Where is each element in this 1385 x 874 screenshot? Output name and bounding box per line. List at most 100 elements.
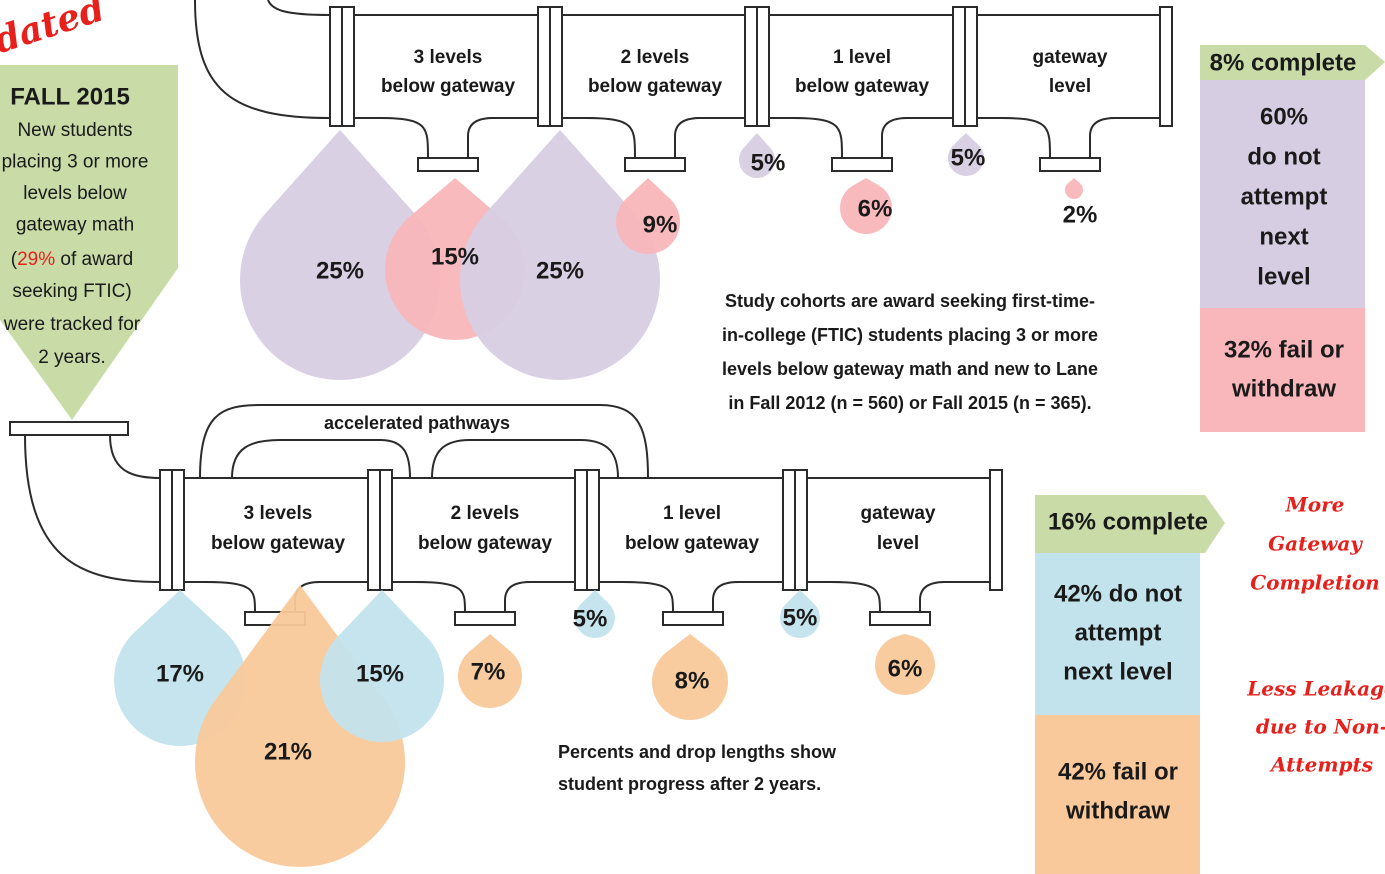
fall-text: levels below [23, 183, 127, 204]
flange [782, 469, 796, 591]
stage-label: 2 levels [451, 503, 520, 524]
fall-text: New students [17, 120, 132, 141]
drain [829, 581, 881, 613]
drop [459, 130, 660, 380]
callout: More [1285, 493, 1345, 517]
not-attempt-label: attempt [1075, 619, 1162, 646]
end-cap [989, 469, 1003, 591]
not-attempt-label: next [1259, 223, 1308, 250]
flange [367, 469, 381, 591]
fall-text: placing 3 or more [2, 152, 149, 173]
stage-label: 1 level [663, 503, 721, 524]
drop [780, 590, 820, 639]
fall-text: seeking FTIC) [12, 281, 131, 302]
drop [616, 178, 681, 255]
stage-label: below gateway [795, 76, 930, 97]
flange [341, 6, 355, 127]
flange [329, 6, 343, 127]
flange [159, 469, 173, 591]
not-attempt-label: 42% do not [1054, 580, 1182, 607]
fall-text: (29% of award [11, 249, 134, 270]
drain-cap [624, 157, 686, 172]
drain [1089, 117, 1116, 158]
fall-text: gateway math [16, 215, 134, 236]
not-attempt-label: 60% [1260, 103, 1308, 130]
drain-cap [454, 611, 516, 626]
stage-label: below gateway [418, 533, 553, 554]
drain [622, 581, 674, 613]
fall-text: 2 years. [38, 347, 106, 368]
note: student progress after 2 years. [558, 774, 821, 794]
drop [1065, 178, 1084, 200]
drain-cap [1039, 157, 1101, 172]
not-attempt-label: do not [1247, 143, 1320, 170]
drop [875, 634, 936, 696]
drain-cap [662, 611, 724, 626]
stage-label: 2 levels [621, 47, 690, 68]
flange [794, 469, 808, 591]
not-attempt-label: next level [1063, 658, 1172, 685]
drain [584, 117, 636, 159]
fall-text: were tracked for [3, 314, 141, 335]
callout: Completion [1250, 571, 1379, 595]
drain [791, 117, 843, 159]
drop-label: 5% [783, 604, 818, 631]
note: in Fall 2012 (n = 560) or Fall 2015 (n =… [728, 393, 1091, 413]
fall-text-part: 29% [17, 249, 55, 270]
drain-cap [831, 157, 893, 172]
note: Study cohorts are award seeking first-ti… [725, 291, 1095, 311]
drain-cap [417, 157, 479, 172]
drop-label: 5% [751, 149, 786, 176]
drain-fill [830, 581, 945, 612]
flange [549, 6, 563, 127]
pathway-label: accelerated pathways [324, 413, 510, 433]
bottom-pipe [9, 404, 649, 583]
flange [537, 6, 551, 127]
callout: due to Non- [1256, 715, 1385, 739]
fall-text-part: of award [55, 249, 133, 270]
stage-label: below gateway [211, 533, 346, 554]
drop [652, 634, 728, 721]
drain-fill [378, 117, 493, 158]
drain [414, 581, 466, 613]
callout: Attempts [1269, 753, 1373, 777]
drop [458, 634, 522, 708]
fail-label: withdraw [1231, 375, 1336, 402]
drop [575, 590, 616, 639]
stage-label: level [1049, 76, 1091, 97]
drop [240, 130, 441, 380]
stage-label: below gateway [381, 76, 516, 97]
flange [379, 469, 393, 591]
stage-label: below gateway [588, 76, 723, 97]
drop-label: 8% [675, 667, 710, 694]
fail-label: withdraw [1065, 797, 1170, 824]
fail-label: 42% fail or [1058, 758, 1178, 785]
callout: Gateway [1268, 532, 1363, 556]
note: Percents and drop lengths show [558, 742, 837, 762]
drain [919, 581, 946, 612]
drain-cap [869, 611, 931, 626]
drop-label: 7% [471, 658, 506, 685]
drop-label: 5% [573, 605, 608, 632]
end-cap [1159, 6, 1173, 127]
drain [204, 581, 256, 613]
drop-label: 25% [536, 257, 584, 284]
drain [504, 581, 531, 612]
drain [467, 117, 494, 158]
drop [320, 590, 444, 742]
stage-label: level [877, 533, 919, 554]
flange [744, 6, 758, 127]
drop [948, 133, 984, 176]
drop-label: 15% [356, 660, 404, 687]
complete-label: 8% complete [1210, 49, 1357, 76]
drain [377, 117, 429, 159]
stage-label: 3 levels [414, 47, 483, 68]
drop [840, 178, 892, 234]
drain-fill [792, 117, 907, 158]
drop-label: 21% [264, 738, 312, 765]
drop-label: 6% [888, 655, 923, 682]
flange [952, 6, 966, 127]
callout: Less Leakage [1246, 677, 1385, 701]
flange [964, 6, 978, 127]
